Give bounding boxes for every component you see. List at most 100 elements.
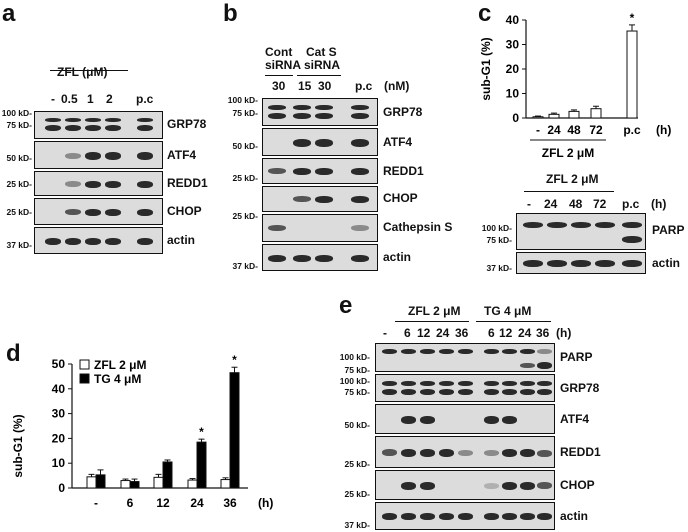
panel-b-blot-redd1	[262, 158, 378, 184]
chart-c-x-tick-label: 72	[589, 123, 603, 137]
chart-c-y-tick-label: 40	[506, 13, 520, 27]
panel-c-time-3: 48	[569, 197, 583, 211]
panel-a-pc: p.c	[136, 92, 154, 106]
panel-c-label-actin: actin	[652, 256, 681, 270]
panel-c-pc: p.c	[622, 197, 640, 211]
panel-b-dose-2: 15	[298, 79, 312, 93]
panel-b-group2: Cat S	[306, 45, 337, 59]
panel-c-mw-2: 75 kD-	[486, 235, 512, 245]
chart-d-legend-label: TG 4 μM	[94, 372, 141, 386]
panel-b-blot-chop	[262, 186, 378, 212]
chart-d-bar	[129, 481, 140, 489]
panel-b-blot-actin	[262, 244, 378, 271]
chart-d-bar	[120, 480, 131, 489]
chart-c-x-tick-label: p.c	[623, 123, 641, 137]
chart-d-y-tick-label: 50	[52, 357, 66, 371]
panel-e-mw-8: 37 kD-	[344, 520, 370, 530]
panel-d-letter: d	[6, 340, 21, 367]
panel-b-label-actin: actin	[383, 250, 412, 264]
panel-a-label-grp78: GRP78	[167, 117, 207, 131]
panel-e-blot-parp	[375, 343, 555, 372]
panel-a-mw-1: 100 kD-	[1, 108, 32, 118]
chart-d-legend-swatch	[79, 359, 90, 370]
panel-e-time2-1: 6	[488, 326, 495, 340]
panel-e-time1-3: 12	[417, 326, 431, 340]
panel-a-mw-6: 37 kD-	[6, 240, 32, 250]
panel-a-dose-2: 0.5	[61, 92, 78, 106]
panel-b-blot-grp78	[262, 98, 378, 126]
chart-c-y-label: sub-G1 (%)	[479, 37, 493, 100]
panel-e-treatment2: TG 4 μM	[484, 304, 532, 318]
panel-e-blot-redd1	[375, 436, 555, 468]
panel-e-label-redd1: REDD1	[560, 445, 601, 459]
panel-c-time-4: 72	[593, 197, 607, 211]
panel-c-time-2: 24	[544, 197, 558, 211]
panel-b-letter: b	[223, 0, 238, 27]
chart-d-bar	[229, 372, 240, 489]
panel-b-mw-4: 25 kD-	[232, 173, 258, 183]
panel-c-mw-3: 37 kD-	[486, 263, 512, 273]
panel-b-blot-cathepsin-s	[262, 214, 378, 242]
panel-b-blot-atf4	[262, 128, 378, 156]
chart-c-x-tick-label: 24	[547, 123, 561, 137]
chart-d-legend-label: ZFL 2 μM	[94, 358, 146, 372]
chart-d-y-tick-label: 20	[52, 431, 66, 445]
chart-d-x-tick-label: 6	[127, 496, 134, 510]
chart-c-y-tick-label: 20	[506, 62, 520, 76]
panel-e-time1-4: 24	[436, 326, 450, 340]
chart-c-x-tick-label: 48	[567, 123, 581, 137]
panel-e-mw-5: 50 kD-	[344, 420, 370, 430]
panel-e-blot-chop	[375, 470, 555, 500]
panel-e-label-grp78: GRP78	[560, 381, 600, 395]
chart-c-bar	[568, 110, 580, 119]
chart-c-bar	[548, 113, 560, 119]
panel-e-time2-3: 24	[518, 326, 532, 340]
panel-a-mw-3: 50 kD-	[6, 153, 32, 163]
panel-e-label-actin: actin	[560, 509, 589, 523]
panel-b-group2b: siRNA	[304, 58, 341, 72]
panel-e-line2	[476, 321, 551, 322]
panel-a-dose-3: 1	[87, 92, 94, 106]
panel-e-mw-4: 75 kD-	[344, 387, 370, 397]
chart-d-bar	[86, 476, 97, 489]
chart-d-y-tick-label: 10	[52, 456, 66, 470]
panel-a-label-redd1: REDD1	[167, 176, 208, 190]
panel-a-blot-chop	[34, 198, 163, 225]
panel-a-treatment-line	[50, 70, 128, 71]
panel-e-unit: (h)	[556, 326, 572, 340]
panel-c-blot-actin	[516, 252, 646, 274]
panel-c-treatment: ZFL 2 μM	[546, 172, 599, 186]
chart-c-x-unit: (h)	[656, 123, 671, 137]
panel-a-letter: a	[2, 0, 16, 27]
panel-a-label-actin: actin	[167, 233, 196, 247]
panel-c-mw-1: 100 kD-	[481, 223, 512, 233]
panel-b-dose-3: 30	[318, 79, 332, 93]
panel-e-mw-2: 75 kD-	[344, 365, 370, 375]
panel-c-label-parp: PARP	[652, 223, 685, 237]
panel-e-time2-2: 12	[499, 326, 513, 340]
chart-d-significance-star: *	[232, 353, 237, 367]
panel-e-label-atf4: ATF4	[560, 412, 590, 426]
chart-d-x-tick-label: 12	[156, 496, 170, 510]
panel-b-label-grp78: GRP78	[383, 105, 423, 119]
chart-d-x-tick-label: 36	[223, 496, 237, 510]
panel-c-blot-parp	[516, 213, 646, 250]
chart-c-x-tick-label: -	[536, 123, 540, 137]
panel-e-blot-grp78	[375, 374, 555, 402]
panel-e-time1-1: -	[383, 326, 387, 340]
chart-d-bar	[220, 479, 231, 489]
chart-c-y-tick-label: 0	[512, 111, 519, 125]
panel-b-mw-6: 37 kD-	[232, 261, 258, 271]
panel-a-blot-redd1	[34, 171, 163, 196]
chart-d-bar	[196, 441, 207, 489]
panel-b-label-atf4: ATF4	[383, 135, 413, 149]
chart-d-y-tick-label: 0	[58, 481, 65, 495]
panel-b-mw-3: 50 kD-	[232, 141, 258, 151]
chart-c-bar	[532, 116, 544, 119]
panel-e-mw-6: 25 kD-	[344, 459, 370, 469]
chart-d-y-label: sub-G1 (%)	[11, 414, 25, 477]
chart-d-x-tick-label: 24	[190, 496, 204, 510]
panel-e-letter: e	[339, 292, 353, 319]
chart-c-y-tick-label: 30	[506, 38, 520, 52]
panel-b-pc: p.c	[355, 79, 373, 93]
